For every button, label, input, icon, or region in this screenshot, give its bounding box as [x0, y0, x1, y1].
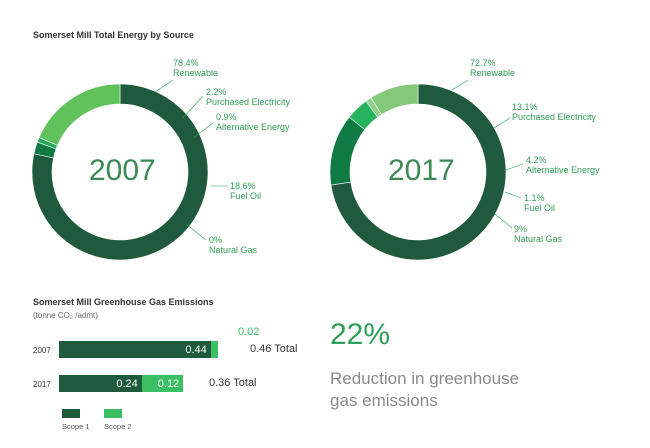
bar-2007-scope2-value: 0.02 [238, 326, 260, 338]
label-pct: 4.2% [526, 155, 547, 165]
label-name: Natural Gas [209, 245, 258, 255]
bar-2017-scope1: 0.24 [59, 375, 142, 392]
leader-line [182, 95, 204, 119]
label-pct: 0% [209, 235, 223, 245]
bar-2017-total: 0.36 Total [209, 377, 257, 389]
label-pct: 2.2% [206, 87, 227, 97]
label-name: Purchased Electricity [512, 112, 597, 122]
label-2017-alternative-energy: 4.2% Alternative Energy [526, 155, 600, 175]
label-pct: 72.7% [470, 58, 496, 68]
label-2007-fuel-oil: 18.6% Fuel Oil [230, 181, 261, 201]
label-2007-alternative-energy: 0.9% Alternative Energy [216, 112, 290, 132]
label-2007-natural-gas: 0% Natural Gas [209, 235, 257, 255]
donut-center-year-2017: 2017 [388, 154, 455, 187]
leader-line [451, 79, 469, 91]
leader-line [504, 191, 522, 199]
donut-2007 [31, 83, 209, 261]
bar-2007-scope2 [210, 341, 218, 358]
label-2007-purchased-electricity: 2.2% Purchased Electricity [206, 87, 290, 107]
reduction-percentage: 22% [330, 318, 391, 351]
label-name: Natural Gas [514, 234, 563, 244]
label-pct: 78.4% [173, 58, 199, 68]
label-pct: 9% [514, 224, 528, 234]
donut-2017-slice-natural-gas [370, 83, 419, 115]
label-pct: 0.9% [216, 112, 237, 122]
label-name: Purchased Electricity [206, 97, 291, 107]
label-leader-lines [154, 79, 524, 241]
legend-swatch-scope1 [62, 409, 80, 418]
donut-2017-slice-purchased-electricity [329, 116, 366, 186]
bar-2017-scope1-value: 0.24 [116, 377, 138, 390]
leader-line [192, 122, 214, 139]
label-2017-fuel-oil: 1.1% Fuel Oil [524, 193, 555, 213]
label-2017-purchased-electricity: 13.1% Purchased Electricity [512, 102, 596, 122]
label-name: Renewable [470, 68, 516, 78]
reduction-description-line1: Reduction in greenhouse [330, 369, 520, 388]
label-pct: 13.1% [512, 102, 538, 112]
donut-2007-slice-renewable [31, 83, 209, 261]
legend-swatch-scope2 [104, 409, 122, 418]
donut-2017-slice-renewable [330, 83, 507, 261]
label-name: Alternative Energy [216, 122, 290, 132]
bar-2007: 0.44 [59, 341, 218, 358]
bar-2017-scope2-value: 0.12 [157, 377, 180, 390]
label-pct: 18.6% [230, 181, 256, 191]
label-2007-renewable: 78.4% Renewable [173, 58, 218, 78]
label-2017-renewable: 72.7% Renewable [470, 58, 515, 78]
reduction-description-line2: gas emissions [330, 391, 438, 410]
reduction-description: Reduction in greenhouse gas emissions [330, 368, 519, 412]
label-name: Fuel Oil [524, 203, 556, 213]
bar-2007-scope1: 0.44 [59, 341, 211, 358]
leader-line [505, 163, 524, 171]
donut-center-year-2007: 2007 [89, 154, 156, 187]
donut-2017 [329, 83, 507, 261]
legend-label-scope2: Scope 2 [104, 422, 132, 431]
label-name: Alternative Energy [526, 165, 600, 175]
bar-2007-year-label: 2007 [33, 346, 51, 355]
bar-2017: 0.24 0.12 [59, 375, 184, 392]
energy-chart-title: Somerset Mill Total Energy by Source [33, 30, 194, 40]
donut-2007-slice-fuel-oil [38, 83, 121, 146]
bar-2017-year-label: 2017 [33, 380, 51, 389]
ghg-unit-label: (tonne CO₂ /admt) [33, 311, 98, 320]
leader-line [185, 223, 207, 241]
label-2017-natural-gas: 9% Natural Gas [514, 224, 562, 244]
label-pct: 1.1% [524, 193, 545, 203]
bar-2007-scope1-value: 0.44 [185, 343, 207, 356]
bar-2007-total: 0.46 Total [250, 343, 298, 355]
leader-line [493, 117, 511, 129]
bar-2017-scope2: 0.12 [141, 375, 184, 392]
legend-label-scope1: Scope 1 [62, 422, 90, 431]
leader-line [154, 79, 174, 93]
ghg-chart-title: Somerset Mill Greenhouse Gas Emissions [33, 297, 214, 307]
label-name: Renewable [173, 68, 219, 78]
label-name: Fuel Oil [230, 191, 262, 201]
leader-line [494, 213, 513, 229]
